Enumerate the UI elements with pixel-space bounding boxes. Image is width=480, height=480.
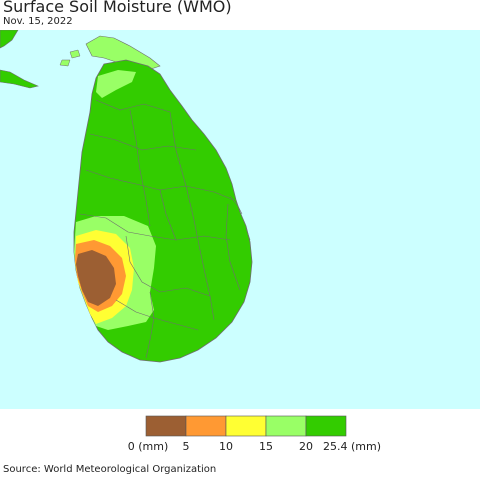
legend-swatch-1 [185, 415, 227, 437]
jaffna-peninsula [85, 35, 161, 71]
map-title: Surface Soil Moisture (WMO) [3, 0, 232, 16]
legend-label-0: 0 (mm) [128, 440, 169, 453]
legend-swatch-2 [225, 415, 267, 437]
india-coast-2 [0, 69, 39, 89]
legend-label-5: 25.4 (mm) [323, 440, 381, 453]
legend-label-4: 20 [299, 440, 313, 453]
east-coast-detail [229, 195, 251, 241]
jaffna-islands [59, 49, 81, 67]
band-0-5 [76, 250, 116, 306]
legend-swatch-0 [145, 415, 187, 437]
district-boundaries [79, 99, 241, 359]
source-credit: Source: World Meteorological Organizatio… [3, 464, 217, 475]
legend-label-3: 15 [259, 440, 273, 453]
north-moist-zone [96, 70, 136, 98]
map-date: Nov. 15, 2022 [3, 16, 73, 27]
legend-swatch-3 [265, 415, 307, 437]
legend-label-2: 10 [219, 440, 233, 453]
soil-moisture-map [0, 30, 480, 409]
legend-label-1: 5 [183, 440, 190, 453]
india-coast [0, 30, 19, 49]
legend-swatch-4 [305, 415, 347, 437]
legend: 0 (mm) 5 10 15 20 25.4 (mm) [128, 415, 381, 453]
